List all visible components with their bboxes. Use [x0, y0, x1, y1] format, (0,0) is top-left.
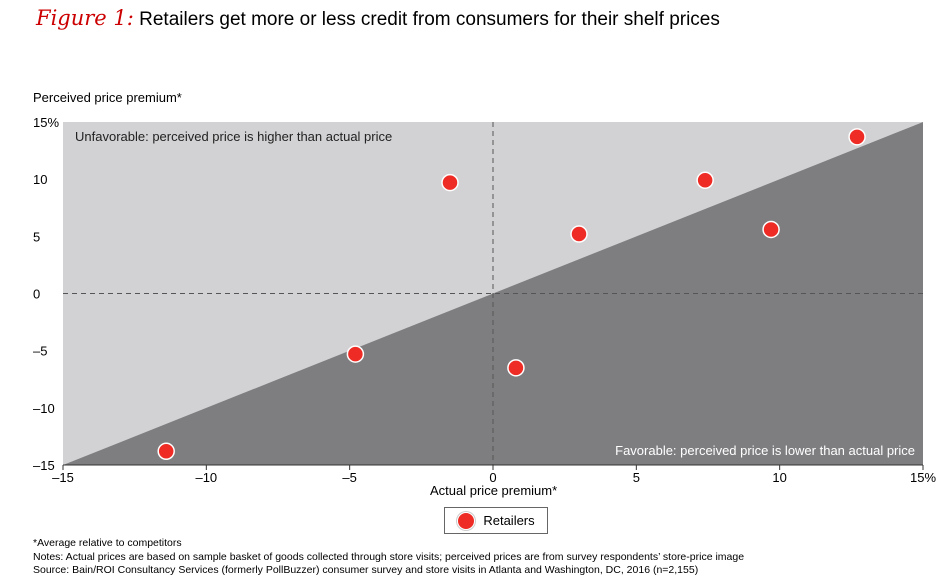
data-point	[346, 345, 365, 363]
y-tick-label: 5	[33, 229, 40, 244]
y-tick-label: 0	[33, 287, 40, 302]
x-tick-label: 15%	[910, 470, 936, 485]
y-axis-label: Perceived price premium*	[33, 90, 182, 105]
y-tick-label: –15	[33, 458, 55, 473]
y-tick-label: –10	[33, 401, 55, 416]
y-tick-label: –5	[33, 344, 47, 359]
y-tick-label: 10	[33, 172, 47, 187]
x-tick-label: 10	[772, 470, 786, 485]
data-point	[848, 128, 866, 146]
favorable-label: Favorable: perceived price is lower than…	[615, 443, 915, 458]
legend-label: Retailers	[483, 513, 535, 528]
x-tick-label: 5	[633, 470, 640, 485]
data-point	[696, 171, 714, 190]
legend-marker-icon	[457, 511, 476, 530]
data-point	[507, 359, 525, 377]
notes-text: Notes: Actual prices are based on sample…	[33, 550, 745, 563]
notes: *Average relative to competitors Notes: …	[33, 537, 744, 578]
source-text: Source: Bain/ROI Consultancy Services (f…	[33, 564, 699, 576]
x-axis-label: Actual price premium*	[430, 483, 558, 498]
data-point	[762, 220, 780, 239]
figure-title: Figure 1: Retailers get more or less cre…	[36, 6, 720, 31]
figure-label: Figure 1:	[36, 6, 134, 30]
x-tick-label: 0	[489, 470, 496, 485]
x-tick-label: –15	[52, 470, 74, 485]
y-tick-label: 15%	[33, 115, 59, 130]
data-point	[441, 173, 459, 192]
figure-title-text: Retailers get more or less credit from c…	[139, 9, 720, 30]
x-tick-label: –5	[342, 470, 356, 485]
x-tick-label: –10	[195, 470, 217, 485]
data-point	[570, 225, 588, 243]
legend: Retailers	[444, 507, 548, 534]
footnote: *Average relative to competitors	[33, 537, 182, 549]
data-point	[157, 442, 175, 461]
unfavorable-label: Unfavorable: perceived price is higher t…	[75, 129, 392, 144]
